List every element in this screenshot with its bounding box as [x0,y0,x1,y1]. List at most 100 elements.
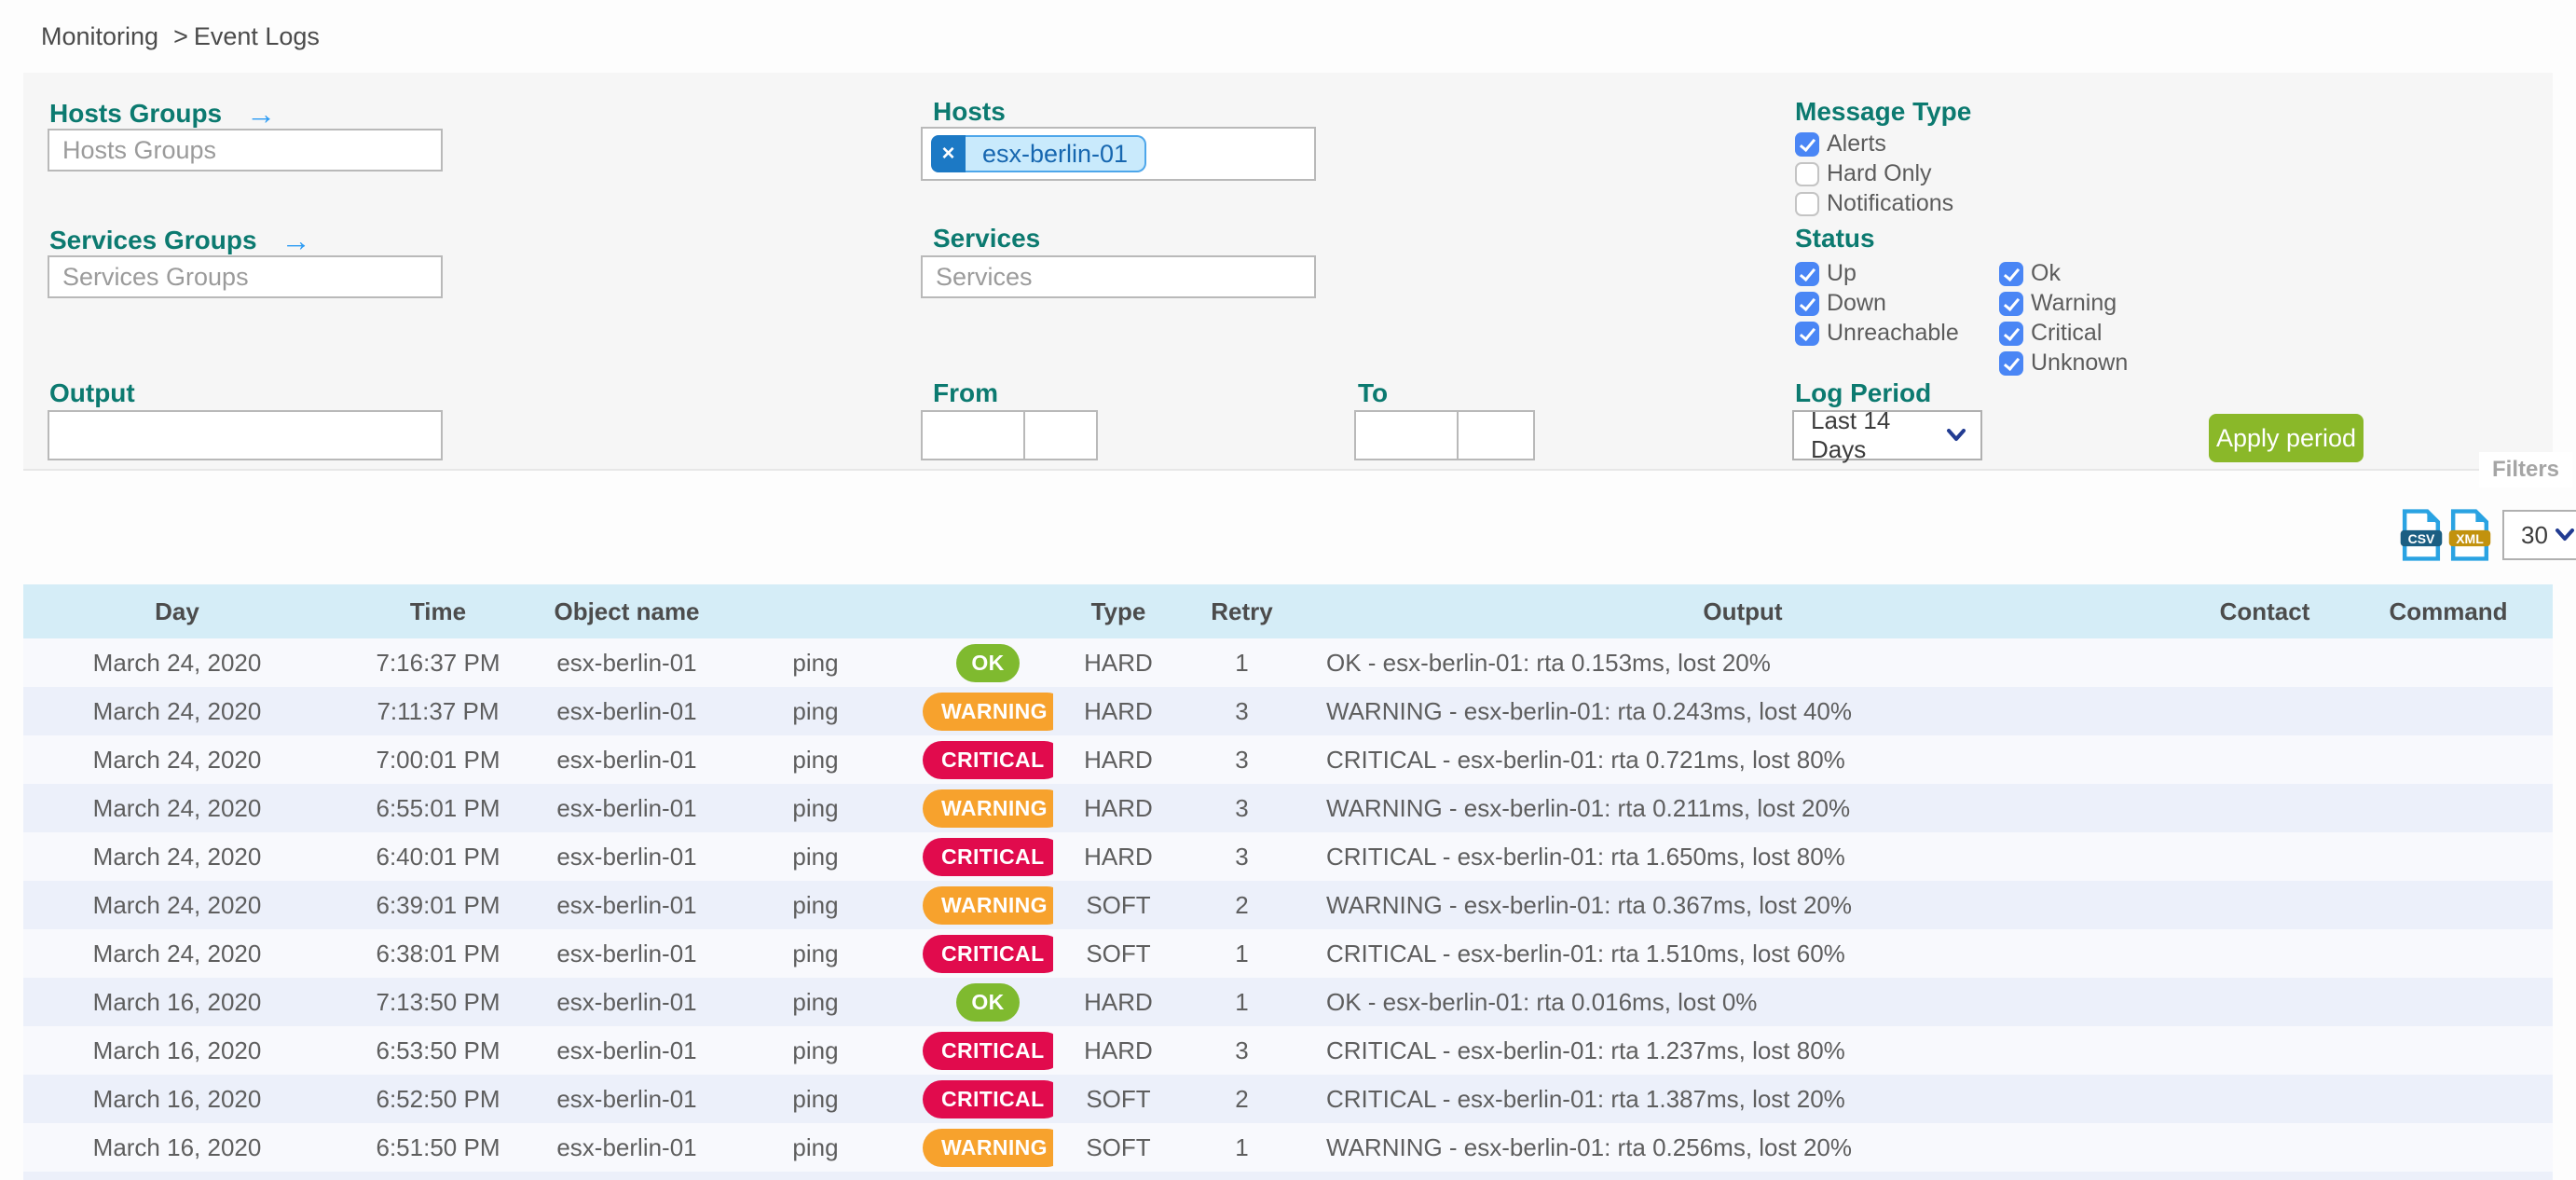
cell-status: WARNING [923,1123,1053,1172]
checkbox[interactable] [1795,161,1819,186]
table-row: March 24, 2020 7:00:01 PM esx-berlin-01 pin… [23,735,2553,784]
breadcrumb-event-logs[interactable]: Event Logs [193,22,320,50]
cell-service: ping [792,842,839,871]
cell-type: SOFT [1086,939,1151,967]
checkbox-row: Warning [1999,290,2128,317]
column-header-object-name: Object name [554,597,700,625]
log-period-select[interactable]: Last 14 Days [1792,406,1982,463]
cell-service: ping [792,793,839,822]
checkbox-row: Notifications [1795,190,1953,217]
from-time-input[interactable] [1023,410,1098,460]
hosts-input[interactable]: × esx-berlin-01 [921,127,1316,181]
hosts-groups-input[interactable] [48,129,443,172]
cell-contact [2185,638,2344,687]
cell-time: 7:00:01 PM [376,745,500,774]
services-groups-label: Services Groups → [49,224,311,257]
message-type-options: Alerts Hard Only Notifications [1795,130,1953,220]
cell-type: HARD [1084,648,1153,677]
services-groups-arrow-icon[interactable]: → [281,224,311,257]
filter-panel: Hosts Groups→ Services Groups→ Output Ho… [23,73,2572,487]
to-time-input[interactable] [1457,410,1535,460]
chip-remove-icon[interactable]: × [931,135,966,172]
cell-day: March 24, 2020 [92,648,262,677]
cell-retry: 3 [1235,696,1249,725]
cell-type: SOFT [1086,890,1151,919]
checkbox[interactable] [1795,131,1819,157]
table-row: March 24, 2020 6:40:01 PM esx-berlin-01 pin… [23,832,2553,881]
cell-contact [2185,1075,2344,1123]
cell-status: CRITICAL [923,832,1053,881]
table-row: March 24, 2020 7:11:37 PM esx-berlin-01 pin… [23,687,2553,735]
cell-service: ping [792,696,839,725]
cell-service: ping [792,987,839,1016]
checkbox[interactable] [1999,261,2023,286]
from-date-input[interactable] [921,410,1025,460]
table-row-partial [23,1172,2553,1180]
cell-command [2344,735,2553,784]
cell-output: OK - esx-berlin-01: rta 0.153ms, lost 20… [1326,648,1771,677]
column-header-retry: Retry [1211,597,1273,625]
cell-output: WARNING - esx-berlin-01: rta 0.367ms, lo… [1326,890,1852,919]
rows-per-page-select[interactable]: 30 [2502,510,2576,560]
table-row: March 16, 2020 6:52:50 PM esx-berlin-01 pin… [23,1075,2553,1123]
breadcrumb-monitoring[interactable]: Monitoring [41,22,159,50]
cell-day: March 16, 2020 [92,987,262,1016]
to-date-input[interactable] [1354,410,1459,460]
cell-output: WARNING - esx-berlin-01: rta 0.211ms, lo… [1326,793,1851,822]
event-log-table: Day Time Object name Type Retry Output C… [23,584,2553,1180]
cell-status: WARNING [923,881,1053,929]
checkbox[interactable] [1999,321,2023,346]
checkbox[interactable] [1795,261,1819,286]
cell-retry: 3 [1235,1036,1249,1064]
cell-command [2344,1075,2553,1123]
cell-day: March 16, 2020 [92,1132,262,1161]
log-period-label: Log Period [1795,378,1932,407]
filters-tab[interactable]: Filters [2479,452,2572,487]
checkbox-label: Up [1827,260,1857,286]
cell-object-name: esx-berlin-01 [556,939,697,967]
host-chip: × esx-berlin-01 [931,135,1147,172]
cell-contact [2185,978,2344,1026]
cell-time: 7:16:37 PM [376,648,500,677]
checkbox-label: Ok [2031,260,2061,286]
service-status-options: Ok Warning Critical Unknown [1999,260,2128,379]
status-badge: WARNING [923,1128,1053,1167]
cell-retry: 3 [1235,745,1249,774]
services-groups-input[interactable] [48,255,443,298]
checkbox[interactable] [1999,350,2023,376]
table-header: Day Time Object name Type Retry Output C… [23,584,2553,638]
cell-retry: 3 [1235,842,1249,871]
breadcrumb: Monitoring > Event Logs [41,22,325,51]
table-row: March 16, 2020 6:51:50 PM esx-berlin-01 pin… [23,1123,2553,1172]
checkbox[interactable] [1795,191,1819,216]
column-header-status [923,584,1053,638]
output-input[interactable] [48,410,443,460]
hosts-groups-label: Hosts Groups → [49,97,277,130]
cell-object-name: esx-berlin-01 [556,648,697,677]
checkbox-label: Critical [2031,320,2103,346]
cell-command [2344,638,2553,687]
cell-service: ping [792,745,839,774]
cell-status: OK [923,978,1053,1026]
rows-per-page-value: 30 [2521,520,2548,549]
cell-type: SOFT [1086,1132,1151,1161]
cell-type: HARD [1084,793,1153,822]
checkbox-row: Unreachable [1795,320,1959,347]
checkbox-label: Warning [2031,290,2117,316]
apply-period-button[interactable]: Apply period [2209,414,2364,462]
cell-retry: 1 [1235,648,1249,677]
xml-export-icon[interactable]: XML [2448,509,2491,561]
checkbox[interactable] [1795,321,1819,346]
checkbox[interactable] [1795,291,1819,316]
cell-object-name: esx-berlin-01 [556,696,697,725]
checkbox[interactable] [1999,291,2023,316]
checkbox-label: Notifications [1827,190,1954,216]
hosts-groups-arrow-icon[interactable]: → [246,97,277,130]
cell-status: OK [923,638,1053,687]
cell-contact [2185,1123,2344,1172]
breadcrumb-separator: > [173,22,188,50]
csv-export-icon[interactable]: CSV [2400,509,2443,561]
cell-contact [2185,735,2344,784]
cell-object-name: esx-berlin-01 [556,745,697,774]
services-input[interactable] [921,255,1316,298]
